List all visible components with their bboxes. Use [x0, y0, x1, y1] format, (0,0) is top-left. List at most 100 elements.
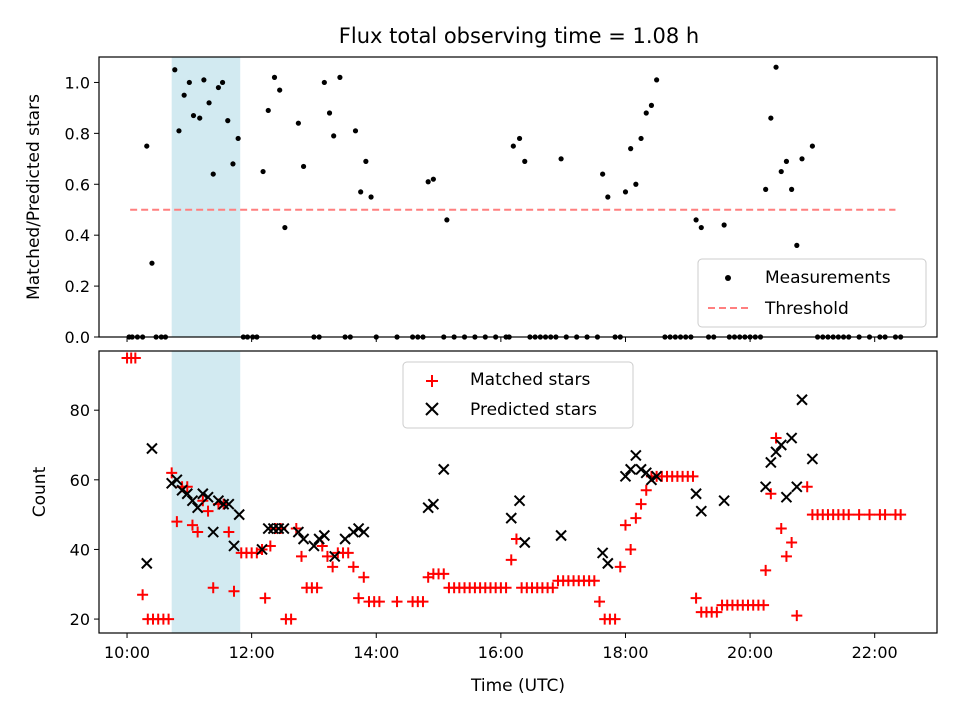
y-axis-label-bottom: Count	[30, 466, 50, 517]
predicted-star-point	[780, 491, 793, 503]
predicted-star-point	[422, 501, 434, 514]
predicted-star-point	[759, 481, 772, 493]
y-tick-label-top: 0.0	[65, 328, 90, 347]
predicted-star-point	[352, 522, 365, 535]
measurement-point	[210, 171, 216, 177]
measurement-point	[219, 79, 226, 86]
predicted-star-point	[165, 477, 178, 490]
measurement-point	[622, 189, 629, 195]
measurement-point	[605, 194, 611, 200]
matched-star-point	[843, 509, 855, 521]
legend-bottom: Matched stars Predicted stars	[402, 361, 634, 429]
predicted-star-point	[770, 446, 782, 458]
predicted-star-point	[202, 491, 214, 503]
matched-star-point	[879, 509, 891, 521]
plot-frame-top	[98, 56, 938, 338]
matched-star-point	[640, 484, 652, 496]
measurement-point	[300, 163, 307, 170]
predicted-star-point	[292, 526, 305, 538]
matched-star-point	[775, 523, 787, 535]
measurement-point	[282, 224, 288, 231]
measurement-point	[190, 112, 197, 119]
y-tick-label-top: 0.4	[65, 226, 90, 245]
matched-star-point	[166, 467, 178, 479]
predicted-star-point	[176, 484, 188, 496]
matched-star-point	[786, 536, 798, 548]
x-axis-label: Time (UTC)	[470, 676, 565, 696]
y-tick-label-bottom: 40	[70, 540, 90, 559]
plot-frame-bottom	[98, 350, 938, 634]
matched-star-point	[895, 509, 907, 521]
predicted-star-point	[427, 498, 440, 510]
predicted-star-point	[635, 463, 647, 476]
predicted-star-point	[775, 439, 787, 451]
predicted-star-point	[217, 498, 230, 510]
legend-label-matched: Matched stars	[470, 370, 590, 390]
legend-marker-predicted	[425, 402, 439, 416]
matched-star-point	[853, 509, 865, 521]
predicted-star-point	[438, 463, 450, 476]
matched-star-point	[197, 495, 209, 507]
predicted-star-point	[765, 456, 777, 469]
predicted-star-point	[197, 488, 209, 500]
matched-star-point	[547, 582, 559, 594]
predicted-star-point	[233, 508, 245, 521]
matched-star-point	[163, 613, 175, 625]
measurement-point	[444, 217, 450, 223]
y-tick-label-top: 0.2	[65, 277, 90, 296]
predicted-star-point	[519, 536, 531, 549]
predicted-star-point	[690, 488, 702, 500]
predicted-star-point	[619, 470, 632, 483]
measurement-point	[215, 84, 222, 91]
predicted-star-point	[186, 494, 199, 507]
matched-star-point	[614, 561, 626, 573]
matched-star-point	[801, 481, 813, 493]
x-tick-label: 22:00	[852, 643, 898, 662]
measurement-point	[352, 128, 359, 134]
predicted-star-point	[596, 547, 609, 559]
x-axis-ticks-bottom: 10:00 12:00 14:00 16:00 18:00 20:00 22:00	[104, 633, 898, 662]
legend-marker-matched	[426, 375, 438, 387]
matched-star-point	[353, 592, 365, 604]
predicted-star-point	[272, 522, 285, 535]
predicted-star-point	[513, 494, 526, 507]
x-tick-label: 18:00	[602, 643, 648, 662]
matched-star-point	[687, 470, 699, 482]
measurement-point	[799, 156, 805, 162]
measurement-point	[295, 120, 301, 126]
predicted-star-point	[141, 557, 153, 570]
measurement-point	[638, 135, 644, 142]
predicted-star-point	[256, 543, 268, 556]
count-panel: 20 40 60 80 10:00 12:00 14:00 16:00 18:00 20:00 2…	[30, 350, 938, 696]
matched-star-point	[760, 564, 772, 576]
y-tick-label-top: 0.6	[65, 175, 90, 194]
chart-title: Flux total observing time = 1.08 h	[339, 24, 699, 48]
matched-star-point	[619, 519, 631, 531]
y-axis-ticks-bottom: 20 40 60 80	[70, 401, 99, 629]
matched-star-point	[864, 509, 876, 521]
measurement-point	[271, 74, 278, 80]
matched-star-point	[505, 554, 517, 566]
matched-star-point	[625, 543, 637, 555]
predicted-star-point	[555, 529, 567, 542]
matched-star-point	[295, 550, 307, 562]
predicted-star-point	[624, 463, 637, 476]
y-axis-ticks-top: 0.0 0.2 0.4 0.6 0.8 1.0	[65, 73, 99, 347]
predicted-star-point	[505, 512, 517, 524]
y-tick-label-bottom: 20	[70, 610, 90, 629]
measurement-point	[265, 107, 271, 114]
matched-star-point	[228, 585, 240, 597]
measurement-point	[230, 161, 236, 167]
predicted-star-point	[181, 488, 193, 500]
measurement-point	[277, 87, 283, 93]
matched-star-point	[192, 526, 204, 538]
x-tick-label: 16:00	[478, 643, 524, 662]
y-tick-label-bottom: 80	[70, 401, 90, 420]
matched-star-point	[327, 561, 339, 573]
predicted-star-point	[212, 494, 225, 507]
legend-frame-bottom	[402, 361, 634, 429]
matched-star-points	[121, 352, 907, 625]
measurement-point	[693, 217, 699, 223]
predicted-star-point	[791, 481, 803, 493]
